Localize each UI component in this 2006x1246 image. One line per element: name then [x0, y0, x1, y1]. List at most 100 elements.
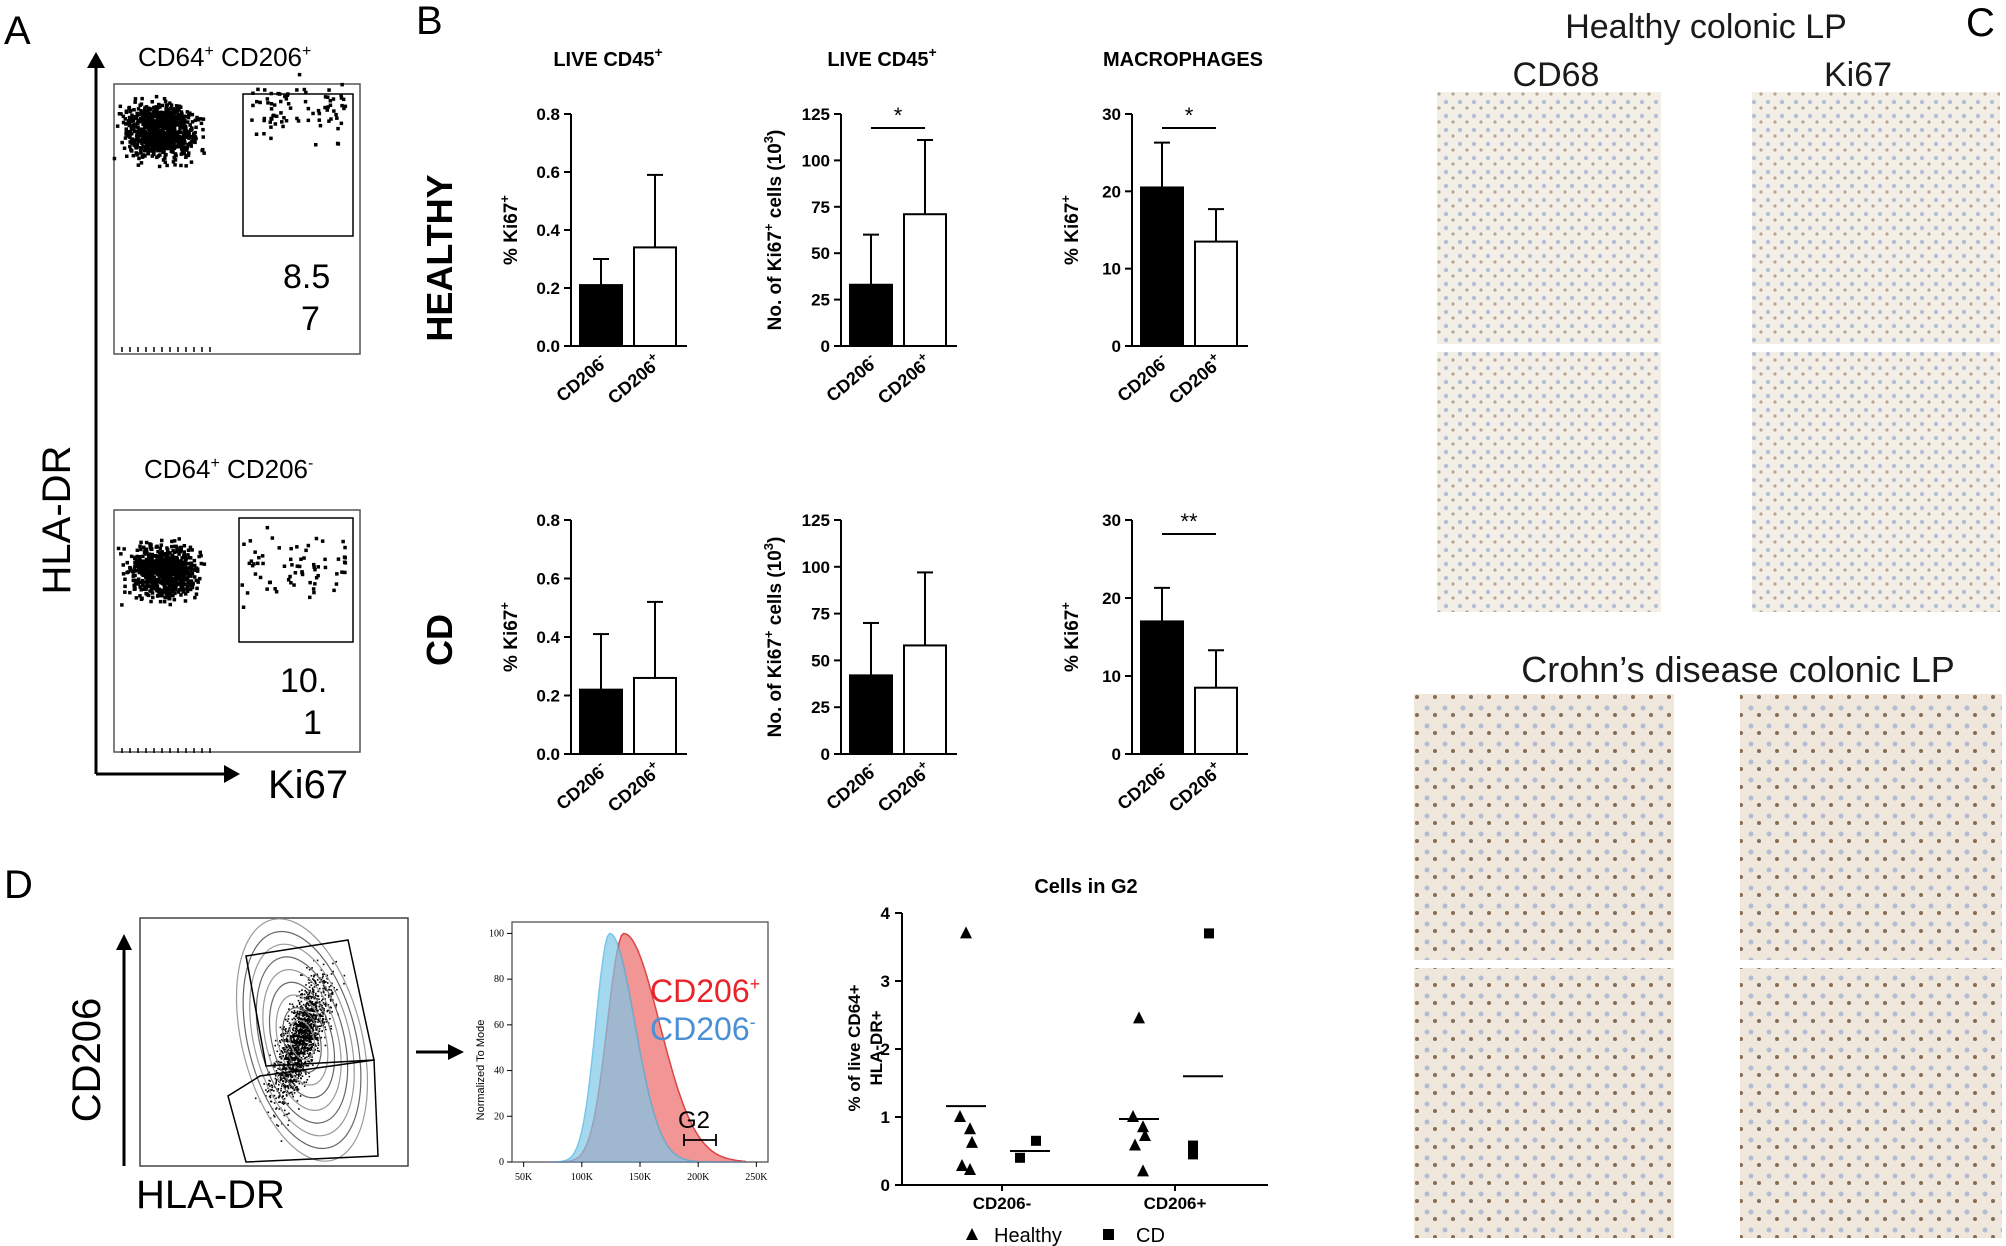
contour-event-dot: [323, 973, 326, 975]
contour-event-dot: [311, 1059, 314, 1061]
flow-event-dot: [313, 567, 317, 572]
contour-event-dot: [307, 1029, 310, 1031]
contour-event-dot: [298, 1020, 300, 1023]
contour-line: [262, 968, 342, 1112]
contour-event-dot: [319, 1003, 322, 1006]
panel-a-bottom-plot-frame: [113, 509, 361, 753]
contour-event-dot: [282, 1040, 284, 1042]
contour-event-dot: [314, 1048, 316, 1051]
flow-event-dot: [147, 555, 151, 559]
contour-event-dot: [323, 1021, 326, 1024]
flow-event-dot: [182, 544, 187, 548]
g2-point-healthy: [964, 1163, 976, 1176]
flow-event-dot: [139, 547, 143, 552]
contour-event-dot: [310, 1038, 312, 1040]
panel-a-bottom-gate-value-2: 1: [303, 704, 322, 742]
flow-event-dot: [174, 567, 178, 571]
flow-event-dot: [158, 575, 162, 579]
contour-event-dot: [306, 1018, 309, 1020]
flow-event-dot: [130, 113, 134, 117]
flow-event-dot: [163, 99, 168, 104]
flow-event-dot: [174, 120, 178, 124]
contour-event-dot: [322, 1002, 325, 1004]
flow-event-dot: [170, 561, 175, 565]
flow-event-dot: [166, 114, 171, 119]
contour-event-dot: [295, 1043, 298, 1046]
contour-event-dot: [292, 1066, 294, 1069]
contour-event-dot: [287, 1030, 289, 1032]
contour-event-dot: [316, 1036, 319, 1039]
contour-event-dot: [302, 1067, 304, 1070]
contour-event-dot: [271, 1084, 273, 1087]
contour-event-dot: [294, 1053, 296, 1056]
hist-x-tick-label: 50K: [515, 1172, 533, 1183]
y-tick-label: 0.2: [536, 279, 560, 298]
contour-event-dot: [287, 1058, 290, 1061]
flow-event-dot: [181, 586, 185, 590]
contour-event-dot: [287, 1086, 289, 1089]
contour-event-dot: [322, 1015, 324, 1018]
contour-event-dot: [274, 1074, 277, 1077]
flow-event-dot: [137, 570, 142, 574]
flow-event-dot: [178, 577, 182, 581]
flow-event-dot: [308, 595, 312, 600]
flow-event-dot: [132, 578, 136, 583]
contour-event-dot: [281, 1068, 283, 1071]
contour-event-dot: [299, 1008, 302, 1010]
contour-event-dot: [313, 980, 316, 982]
contour-event-dot: [304, 1019, 306, 1021]
flow-event-dot: [336, 142, 341, 146]
contour-event-dot: [279, 1073, 281, 1076]
flow-event-dot: [286, 578, 291, 582]
flow-event-dot: [123, 117, 127, 121]
flow-event-dot: [161, 158, 166, 162]
flow-event-dot: [129, 119, 134, 124]
contour-event-dot: [311, 1056, 313, 1058]
flow-event-dot: [132, 108, 136, 112]
y-tick-label: 20: [1102, 589, 1121, 608]
contour-event-dot: [285, 1051, 288, 1054]
flow-event-dot: [186, 561, 190, 566]
contour-event-dot: [276, 1050, 279, 1053]
flow-event-dot: [167, 141, 171, 146]
contour-event-dot: [306, 1009, 309, 1011]
contour-event-dot: [299, 1030, 301, 1032]
contour-event-dot: [310, 1046, 312, 1049]
y-tick-label: 50: [811, 651, 830, 670]
contour-event-dot: [316, 1001, 318, 1003]
flow-event-dot: [173, 163, 177, 167]
flow-event-dot: [157, 102, 161, 107]
contour-event-dot: [291, 1052, 293, 1054]
contour-event-dot: [310, 975, 313, 977]
hist-y-tick-label: 100: [489, 928, 504, 939]
flow-event-dot: [300, 570, 304, 574]
panel-a-bottom-gate-value-1: 10.: [280, 662, 327, 700]
flow-event-dot: [269, 107, 274, 111]
contour-event-dot: [298, 1059, 300, 1061]
contour-event-dot: [300, 1072, 303, 1074]
flow-event-dot: [164, 109, 168, 113]
contour-event-dot: [312, 978, 314, 980]
contour-event-dot: [293, 1034, 296, 1037]
contour-event-dot: [307, 1007, 309, 1010]
flow-event-dot: [241, 605, 246, 609]
contour-event-dot: [293, 1042, 296, 1044]
flow-event-dot: [116, 546, 121, 551]
panel-a: A HLA-DR Ki67 CD64+ CD206+ 8.5 7 CD64+ C…: [4, 9, 361, 807]
contour-event-dot: [311, 967, 313, 969]
flow-event-dot: [332, 109, 336, 113]
contour-event-dot: [308, 1075, 311, 1078]
contour-line: [282, 1007, 322, 1073]
flow-event-dot: [272, 103, 277, 107]
contour-event-dot: [301, 1040, 304, 1042]
contour-event-dot: [301, 1014, 304, 1016]
flow-event-dot: [139, 540, 143, 545]
contour-event-dot: [300, 1032, 303, 1034]
flow-event-dot: [160, 134, 164, 138]
flow-event-dot: [170, 564, 174, 568]
flow-event-dot: [137, 156, 141, 161]
contour-event-dot: [303, 1031, 306, 1034]
contour-event-dot: [274, 1039, 277, 1042]
flow-event-dot: [289, 581, 293, 585]
